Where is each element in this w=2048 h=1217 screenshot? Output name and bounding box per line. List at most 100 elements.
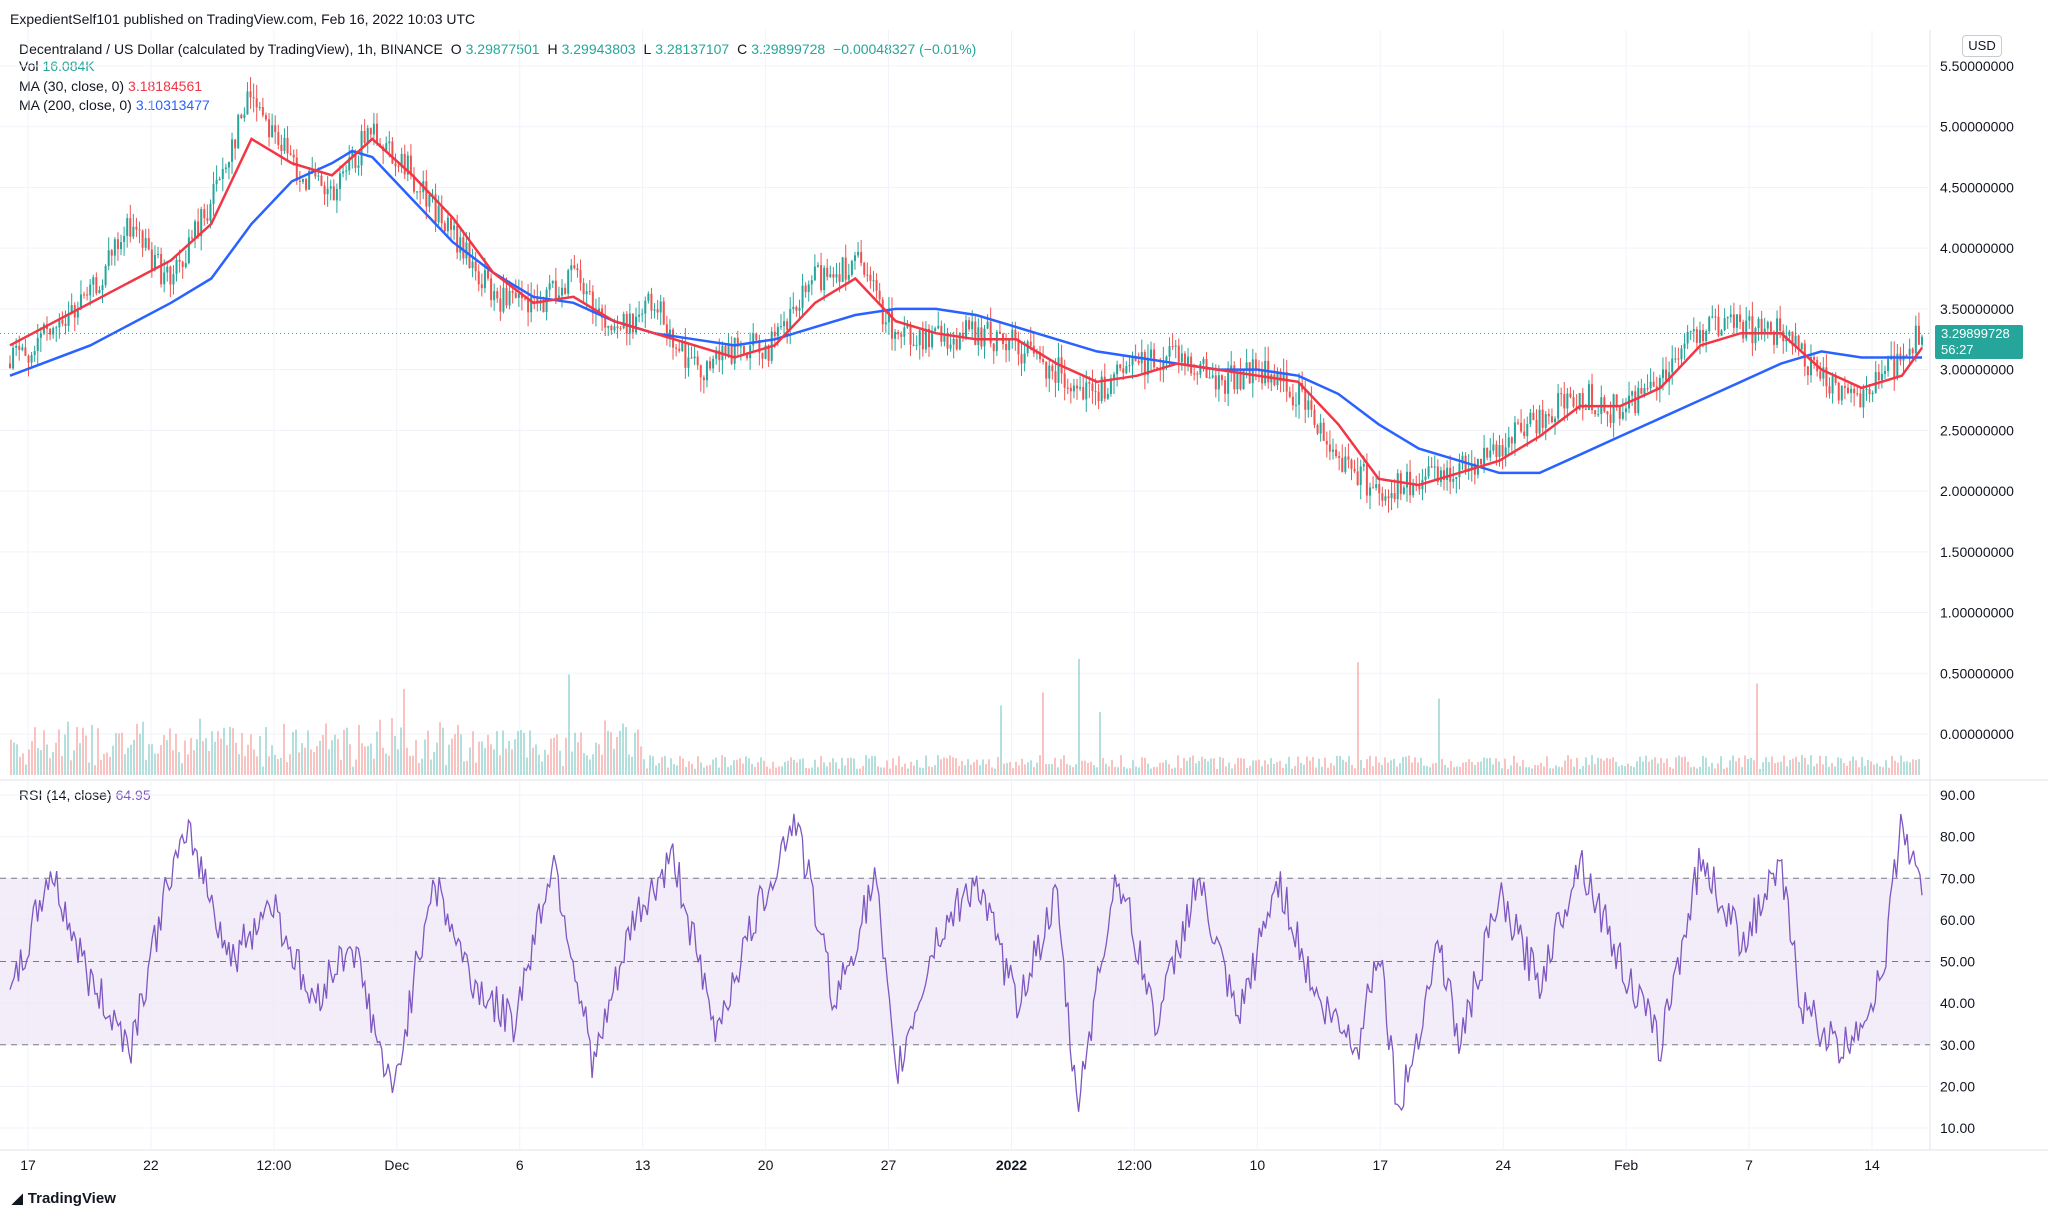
candle-body — [1492, 444, 1495, 451]
candle-body — [1452, 478, 1455, 482]
candle-body — [847, 274, 850, 280]
candle-body — [1381, 493, 1384, 501]
volume-bar — [997, 756, 999, 775]
volume-bar — [1597, 757, 1599, 775]
candle-body — [1695, 329, 1698, 344]
candle-body — [699, 365, 702, 378]
candle-body — [1131, 357, 1134, 366]
rsi-tick-label: 70.00 — [1940, 870, 1975, 886]
candle-body — [92, 277, 95, 285]
volume-bar — [538, 754, 540, 775]
volume-bar — [1687, 761, 1689, 775]
volume-bar — [424, 739, 426, 775]
volume-bar — [175, 733, 177, 775]
candle-body — [268, 119, 271, 138]
candle-body — [277, 132, 280, 145]
volume-bar — [445, 765, 447, 775]
candle-body — [1766, 322, 1769, 329]
candle-body — [412, 175, 415, 192]
volume-bar — [385, 753, 387, 775]
volume-bar — [892, 758, 894, 775]
volume-bar — [1882, 767, 1884, 775]
volume-bar — [901, 766, 903, 775]
volume-bar — [1054, 757, 1056, 775]
volume-bar — [247, 744, 249, 775]
volume-bar — [1123, 766, 1125, 775]
rsi-tick-label: 80.00 — [1940, 829, 1975, 845]
volume-bar — [1684, 756, 1686, 775]
volume-bar — [145, 759, 147, 775]
volume-bar — [616, 736, 618, 775]
volume-bar — [604, 720, 606, 775]
candle-body — [141, 230, 144, 248]
candle-body — [1535, 420, 1538, 434]
volume-bar — [1588, 764, 1590, 775]
volume-bar — [1012, 768, 1014, 775]
volume-bar — [1318, 758, 1320, 775]
volume-bar — [355, 759, 357, 775]
candle-body — [1177, 345, 1180, 363]
candle-body — [866, 274, 869, 276]
candle-body — [30, 355, 33, 363]
price-tick-label: 3.50000000 — [1940, 301, 2014, 317]
volume-bar — [505, 748, 507, 775]
volume-bar — [1537, 765, 1539, 775]
candle-body — [644, 300, 647, 314]
volume-bar — [1015, 761, 1017, 775]
currency-button[interactable]: USD — [1962, 35, 2002, 57]
volume-bar — [478, 741, 480, 775]
close-value: 3.29899728 — [751, 41, 826, 57]
candle-body — [1029, 341, 1032, 346]
candle-body — [61, 320, 64, 324]
candle-body — [394, 163, 397, 167]
volume-bar — [988, 759, 990, 775]
candle-body — [1868, 388, 1871, 395]
volume-bar — [166, 740, 168, 775]
candle-body — [1245, 362, 1248, 371]
candle-body — [1729, 314, 1732, 318]
volume-bar — [1273, 763, 1275, 775]
candle-body — [678, 348, 681, 351]
volume-bar — [211, 731, 213, 775]
candle-body — [113, 239, 116, 256]
ma30-value: 3.18184561 — [128, 78, 203, 94]
volume-bar — [1039, 755, 1041, 775]
candle-body — [477, 271, 480, 285]
volume-bar — [475, 762, 477, 775]
ma200-label: MA (200, close, 0) — [19, 97, 132, 113]
volume-bar — [139, 733, 141, 775]
volume-bar — [28, 749, 30, 775]
volume-bar — [607, 730, 609, 775]
candle-body — [1597, 414, 1600, 416]
tradingview-logo[interactable]: ◢ TradingView — [12, 1190, 116, 1207]
volume-bar — [1207, 761, 1209, 775]
volume-bar — [523, 732, 525, 775]
volume-bar — [613, 748, 615, 775]
volume-bar — [1783, 755, 1785, 775]
candle-body — [718, 350, 721, 361]
volume-bar — [442, 727, 444, 775]
candle-body — [1692, 329, 1695, 332]
candle-body — [1772, 331, 1775, 345]
volume-bar — [1660, 757, 1662, 775]
price-tick-label: 0.00000000 — [1940, 726, 2014, 742]
candle-body — [1911, 348, 1914, 354]
candle-body — [1504, 447, 1507, 456]
volume-bar — [256, 756, 258, 775]
volume-bar — [1357, 662, 1359, 775]
candle-body — [1754, 328, 1757, 344]
candle-body — [977, 327, 980, 345]
volume-bar — [1264, 760, 1266, 775]
ma30-legend[interactable]: MA (30, close, 0) 3.18184561 — [19, 78, 206, 94]
volume-bar — [1900, 755, 1902, 775]
candle-body — [1020, 354, 1023, 364]
candle-body — [1174, 345, 1177, 347]
candle-body — [1865, 388, 1868, 390]
candle-body — [1439, 470, 1442, 482]
volume-bar — [115, 733, 117, 775]
ma200-legend[interactable]: MA (200, close, 0) 3.10313477 — [19, 97, 214, 113]
volume-bar — [709, 764, 711, 775]
volume-bar — [412, 755, 414, 775]
symbol-title[interactable]: Decentraland / US Dollar (calculated by … — [19, 41, 443, 57]
